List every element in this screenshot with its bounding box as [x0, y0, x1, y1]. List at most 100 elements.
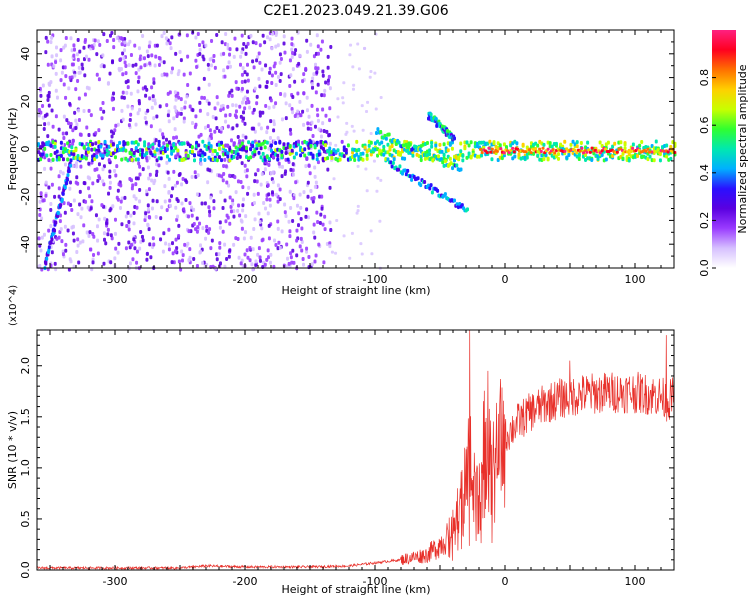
heatmap-cell [301, 109, 305, 114]
heatmap-cell [296, 109, 300, 114]
heatmap-cell [575, 140, 579, 145]
heatmap-cell [241, 47, 245, 52]
heatmap-cell [276, 199, 280, 204]
heatmap-cell [586, 140, 590, 145]
heatmap-cell [258, 110, 262, 115]
heatmap-cell [288, 189, 292, 194]
heatmap-cell [220, 140, 224, 145]
heatmap-cell [245, 174, 249, 179]
heatmap-cell [94, 131, 98, 136]
heatmap-cell [469, 155, 473, 160]
heatmap-cell [121, 72, 125, 77]
heatmap-cell [97, 217, 101, 222]
heatmap-cell [502, 142, 506, 147]
heatmap-cell [352, 129, 356, 133]
heatmap-cell [282, 142, 286, 147]
heatmap-cell [244, 51, 248, 56]
heatmap-cell [640, 139, 644, 144]
heatmap-cell [170, 146, 174, 151]
x-tick-label: -300 [103, 273, 128, 286]
heatmap-cell [217, 173, 221, 178]
heatmap-cell [280, 149, 284, 154]
heatmap-cell [250, 126, 254, 131]
heatmap-cell [380, 140, 384, 145]
heatmap-cell [290, 42, 294, 47]
heatmap-cell [93, 38, 97, 43]
heatmap-cell [151, 198, 155, 203]
heatmap-cell [532, 151, 536, 156]
heatmap-cell [153, 63, 157, 68]
heatmap-cell [69, 163, 73, 168]
heatmap-cell [363, 145, 367, 150]
heatmap-cell [195, 64, 199, 69]
heatmap-cell [207, 67, 211, 72]
x-tick-label: 100 [625, 273, 646, 286]
heatmap-cell [201, 40, 205, 45]
heatmap-cell [113, 231, 117, 236]
heatmap-cell [78, 189, 82, 194]
heatmap-cell [75, 122, 79, 127]
heatmap-cell [369, 229, 373, 233]
heatmap-cell [280, 153, 284, 158]
heatmap-cell [325, 129, 329, 134]
heatmap-cell [441, 160, 445, 165]
heatmap-cell [465, 140, 469, 145]
heatmap-cell [201, 226, 205, 231]
heatmap-cell [425, 153, 429, 158]
heatmap-cell [39, 93, 43, 98]
heatmap-cell [311, 134, 315, 139]
heatmap-cell [397, 167, 401, 172]
heatmap-cell [321, 73, 325, 78]
heatmap-cell [188, 255, 192, 260]
heatmap-cell [373, 71, 377, 75]
heatmap-cell [103, 139, 107, 144]
heatmap-cell [226, 124, 230, 129]
heatmap-cell [165, 147, 169, 152]
heatmap-cell [108, 180, 112, 185]
heatmap-cell [108, 174, 112, 179]
heatmap-cell [288, 127, 292, 132]
heatmap-cell [125, 90, 129, 95]
heatmap-cell [631, 146, 635, 150]
heatmap-cell [229, 204, 233, 209]
heatmap-cell [272, 122, 276, 127]
heatmap-cell [563, 149, 567, 153]
heatmap-cell [245, 146, 248, 151]
heatmap-cell [274, 70, 278, 75]
heatmap-cell [398, 152, 402, 157]
x-tick-label: -200 [233, 575, 258, 588]
heatmap-cell [267, 162, 271, 167]
heatmap-cell [258, 255, 262, 260]
heatmap-cell [303, 153, 307, 158]
heatmap-cell [146, 165, 150, 170]
heatmap-cell [256, 191, 260, 196]
heatmap-cell [538, 147, 542, 151]
heatmap-cell [315, 107, 319, 112]
heatmap-cell [176, 72, 180, 77]
heatmap-cell [171, 251, 175, 256]
heatmap-cell [280, 164, 284, 169]
heatmap-cell [162, 141, 166, 146]
heatmap-cell [57, 157, 61, 162]
heatmap-cell [144, 93, 148, 98]
heatmap-cell [145, 251, 149, 256]
heatmap-cell [130, 157, 134, 162]
heatmap-cell [376, 176, 380, 180]
heatmap-cell [165, 137, 169, 142]
heatmap-cell [280, 117, 284, 122]
heatmap-cell [290, 260, 294, 265]
heatmap-cell [274, 192, 278, 197]
heatmap-cell [502, 151, 506, 155]
colorbar-tick-label: 0.6 [698, 116, 711, 134]
heatmap-cell [361, 157, 365, 162]
heatmap-cell [352, 83, 356, 87]
heatmap-cell [38, 199, 42, 204]
heatmap-cell [77, 65, 81, 70]
heatmap-cell [49, 224, 53, 229]
heatmap-cell [61, 157, 65, 162]
heatmap-cell [567, 152, 571, 157]
heatmap-cell [249, 155, 253, 160]
heatmap-cell [63, 43, 67, 48]
heatmap-cell [180, 249, 184, 254]
heatmap-cell [260, 226, 264, 231]
